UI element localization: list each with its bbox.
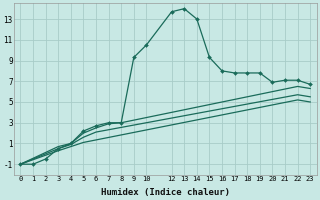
X-axis label: Humidex (Indice chaleur): Humidex (Indice chaleur) [101,188,230,197]
